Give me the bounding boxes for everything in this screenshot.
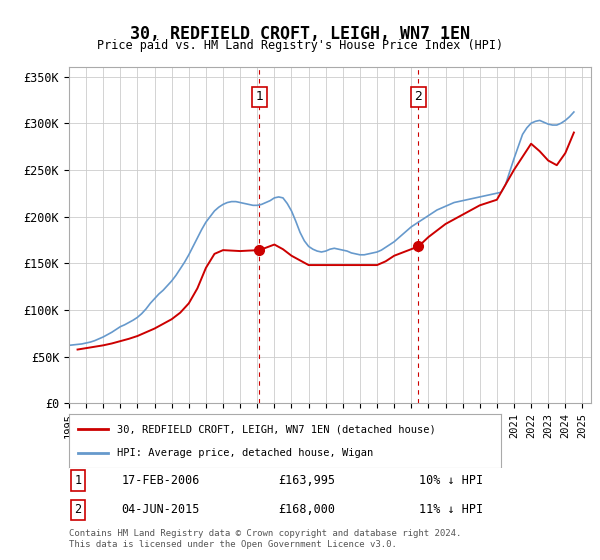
Text: 04-JUN-2015: 04-JUN-2015 — [121, 503, 200, 516]
Text: 30, REDFIELD CROFT, LEIGH, WN7 1EN (detached house): 30, REDFIELD CROFT, LEIGH, WN7 1EN (deta… — [116, 424, 435, 435]
Text: 2: 2 — [74, 503, 82, 516]
Text: 2: 2 — [415, 90, 422, 103]
Text: 10% ↓ HPI: 10% ↓ HPI — [419, 474, 483, 487]
Text: Contains HM Land Registry data © Crown copyright and database right 2024.
This d: Contains HM Land Registry data © Crown c… — [69, 529, 461, 549]
Text: HPI: Average price, detached house, Wigan: HPI: Average price, detached house, Wiga… — [116, 447, 373, 458]
Text: Price paid vs. HM Land Registry's House Price Index (HPI): Price paid vs. HM Land Registry's House … — [97, 39, 503, 52]
Text: 30, REDFIELD CROFT, LEIGH, WN7 1EN: 30, REDFIELD CROFT, LEIGH, WN7 1EN — [130, 25, 470, 43]
Text: 1: 1 — [256, 90, 263, 103]
Text: 17-FEB-2006: 17-FEB-2006 — [121, 474, 200, 487]
Text: 11% ↓ HPI: 11% ↓ HPI — [419, 503, 483, 516]
Text: £163,995: £163,995 — [278, 474, 335, 487]
Text: 1: 1 — [74, 474, 82, 487]
Text: £168,000: £168,000 — [278, 503, 335, 516]
